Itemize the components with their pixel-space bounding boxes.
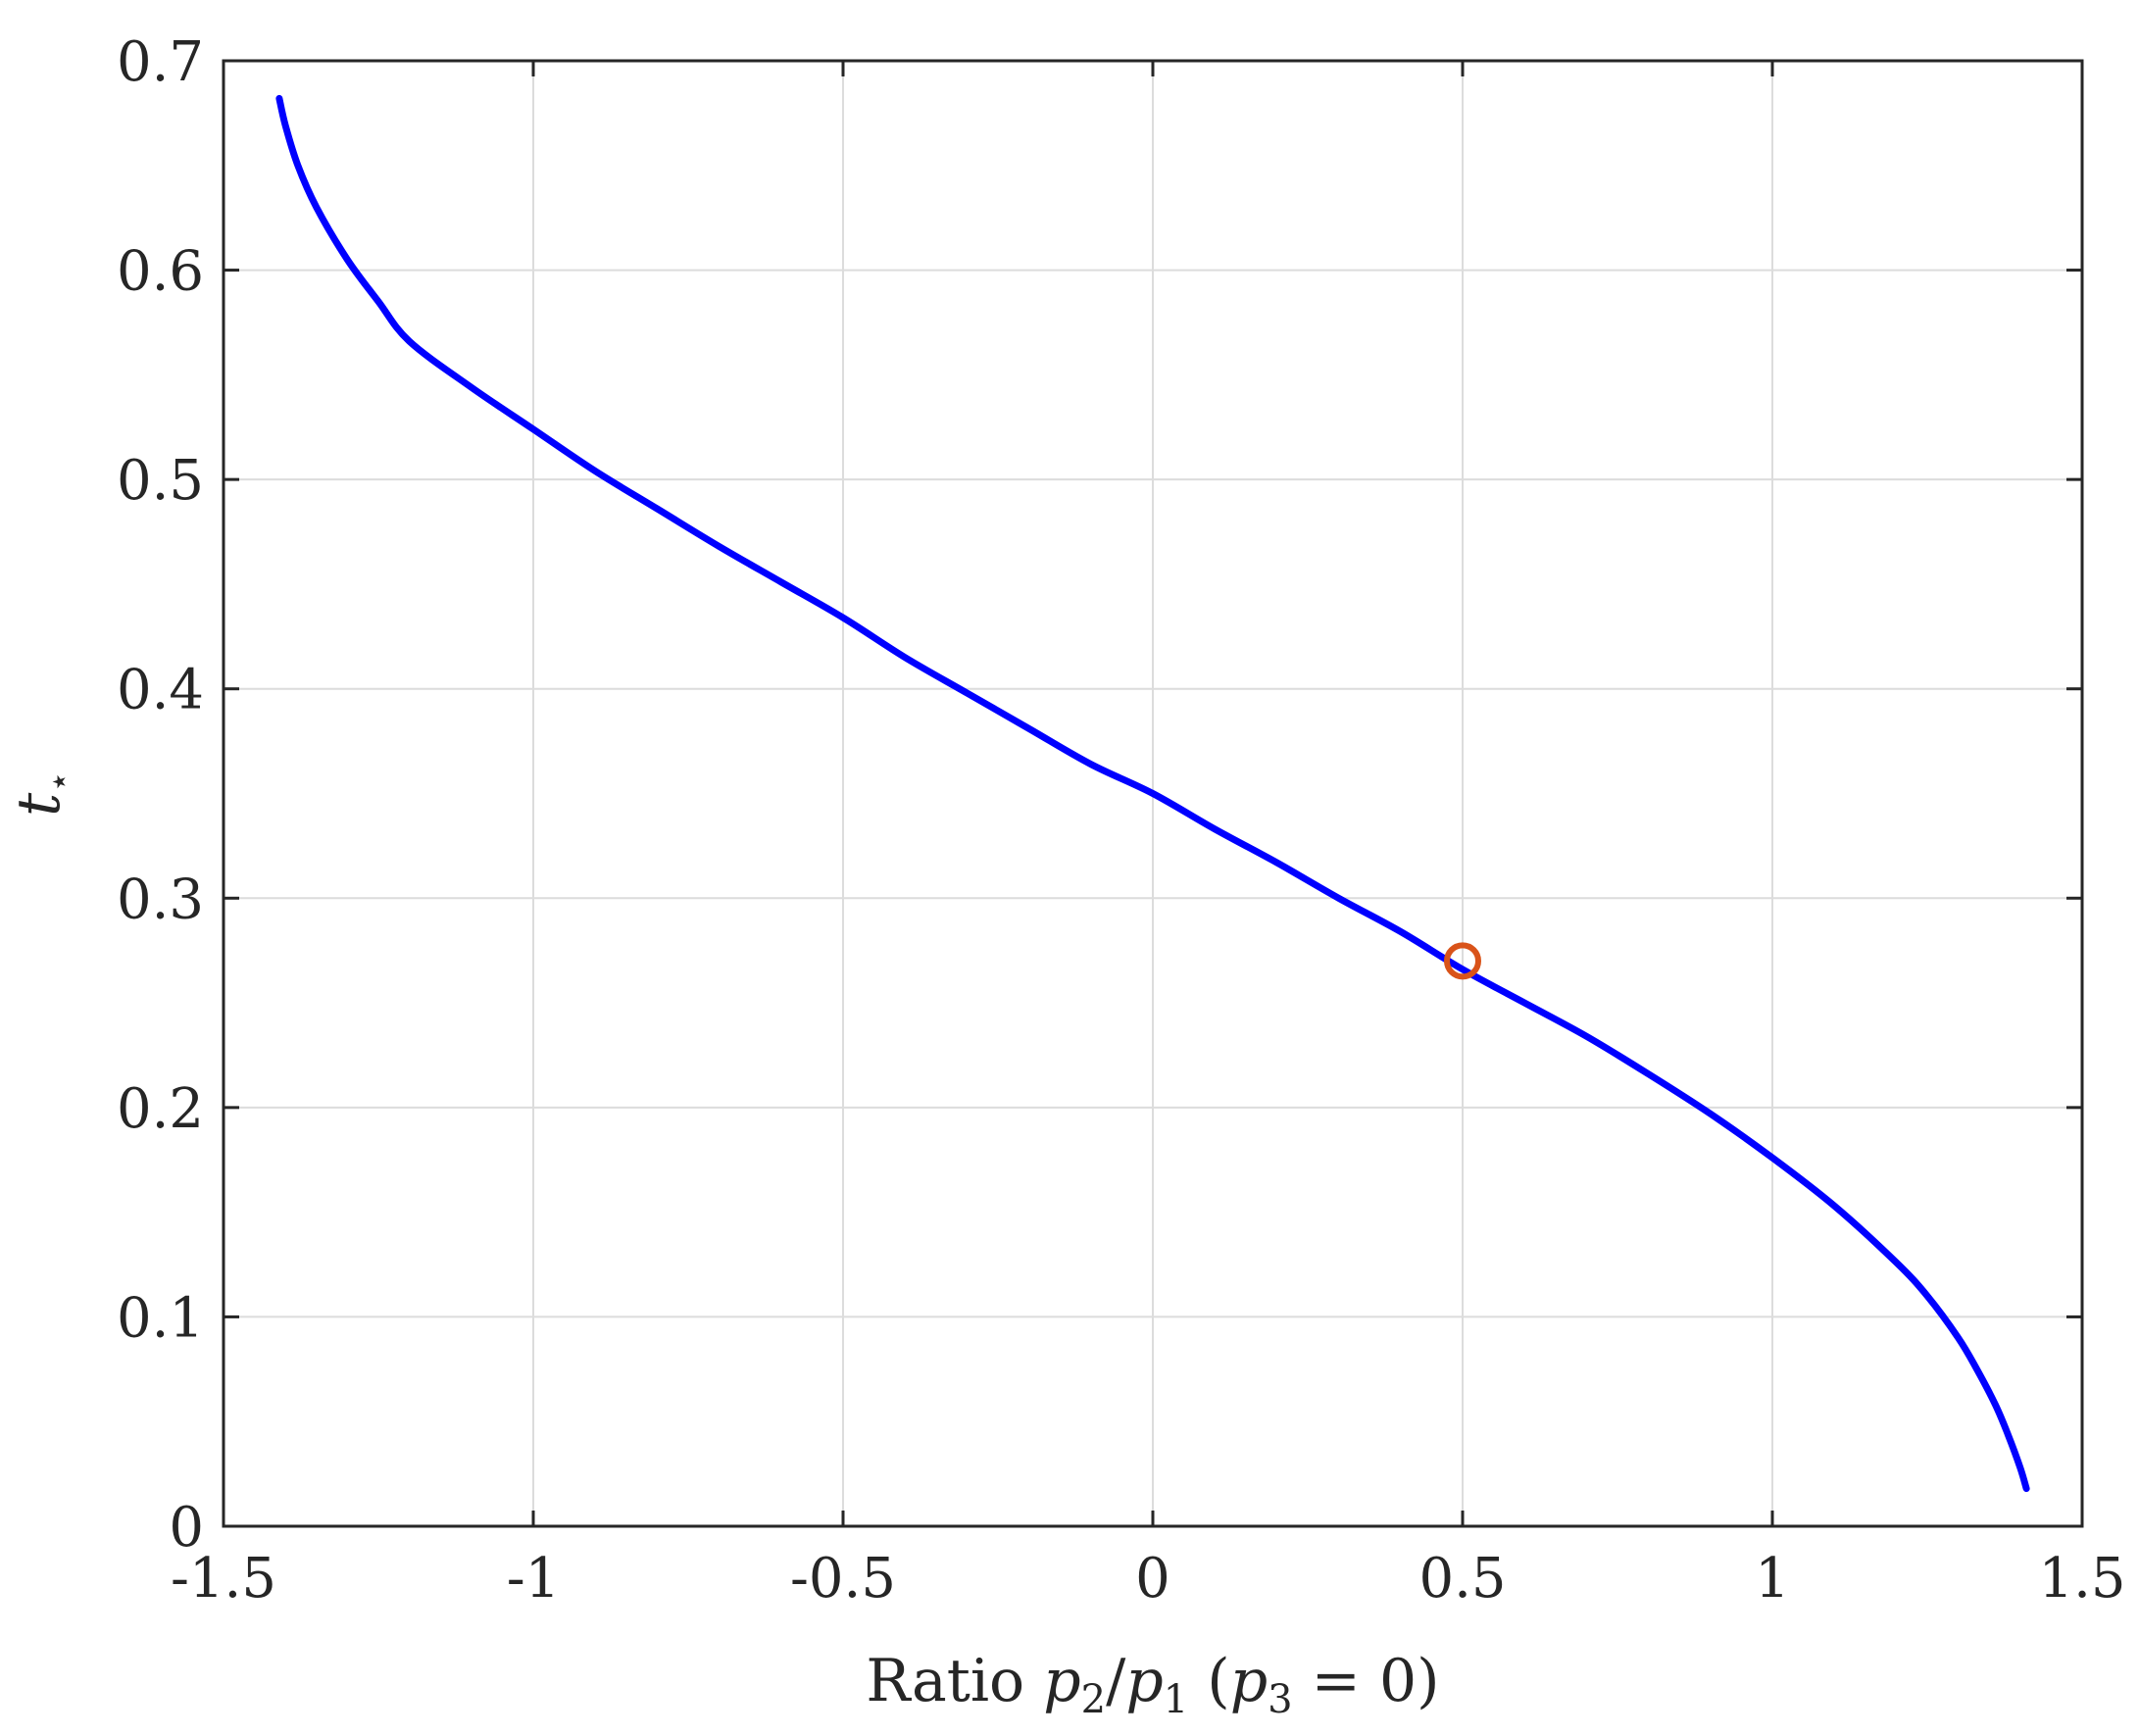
- x-tick-labels: -1.5 -1 -0.5 0 0.5 1 1.5: [171, 1547, 2126, 1611]
- grid-lines: [223, 60, 2083, 1527]
- x-tick-label: 1: [1755, 1547, 1790, 1611]
- x-tick-label: -1: [507, 1547, 561, 1611]
- x-tick-label: 1.5: [2038, 1547, 2125, 1611]
- highlight-marker: [1444, 942, 1481, 980]
- series-line: [275, 94, 2030, 1493]
- x-axis-label: Ratio p2/p1 (p3 = 0): [866, 1647, 1439, 1722]
- x-tick-label: -1.5: [171, 1547, 276, 1611]
- y-tick-labels: 0 0.1 0.2 0.3 0.4 0.5 0.6 0.7: [117, 30, 204, 1560]
- y-tick-label: 0: [169, 1496, 204, 1560]
- y-tick-label: 0.4: [117, 659, 204, 722]
- y-tick-label: 0.1: [117, 1286, 204, 1350]
- x-tick-label: 0: [1135, 1547, 1170, 1611]
- y-tick-label: 0.3: [117, 868, 204, 931]
- x-tick-label: 0.5: [1418, 1547, 1506, 1611]
- x-tick-label: -0.5: [790, 1547, 896, 1611]
- axis-ticks: [222, 59, 2084, 1528]
- y-tick-label: 0.5: [117, 449, 204, 513]
- y-tick-label: 0.6: [117, 240, 204, 304]
- y-tick-label: 0.2: [117, 1077, 204, 1141]
- y-tick-label: 0.7: [117, 30, 204, 94]
- y-axis-label: t⋆: [5, 770, 79, 817]
